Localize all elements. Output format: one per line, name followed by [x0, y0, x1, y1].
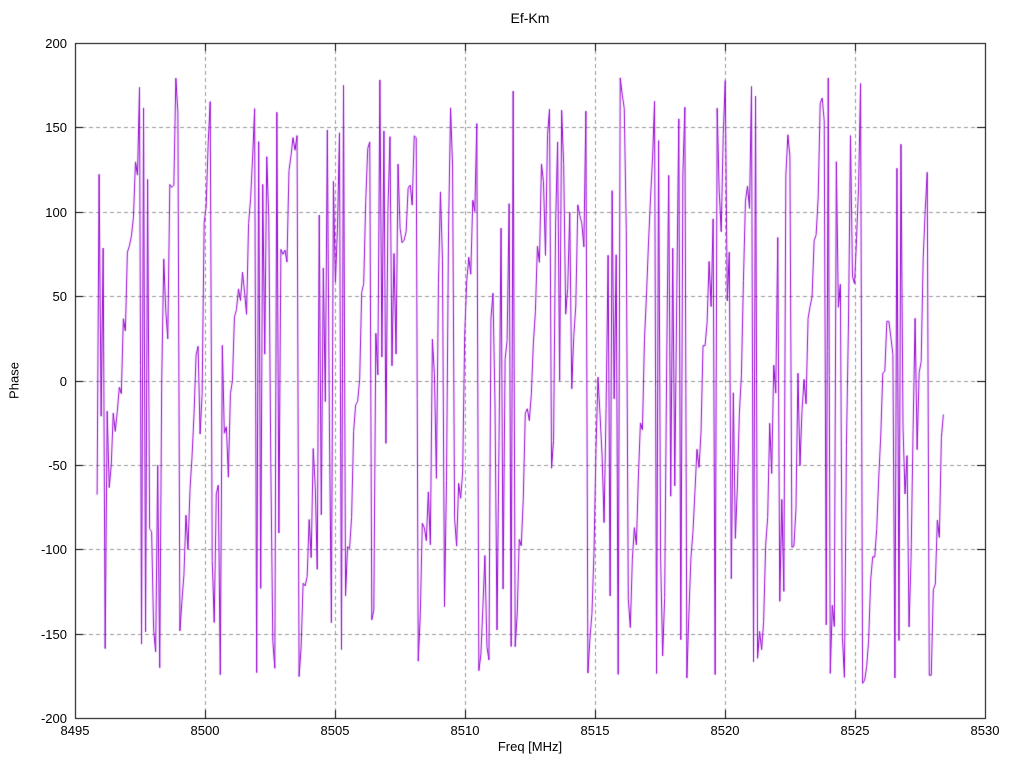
x-tick-label: 8505: [320, 723, 350, 738]
y-tick-label: -50: [48, 457, 67, 473]
x-tick-label: 8500: [190, 723, 220, 738]
x-tick-label: 8510: [450, 723, 480, 738]
chart-title: Ef-Km: [510, 10, 550, 26]
y-tick-label: -200: [40, 711, 67, 726]
x-tick-label: 8525: [840, 723, 870, 738]
y-tick-label: 200: [45, 36, 67, 51]
y-tick-label: 150: [45, 120, 67, 136]
y-tick-label: 100: [45, 204, 67, 220]
y-tick-label: -150: [40, 626, 67, 642]
x-tick-label: 8530: [970, 723, 1000, 738]
x-tick-label: 8515: [580, 723, 610, 738]
x-tick-label: 8520: [710, 723, 740, 738]
y-tick-label: 50: [52, 289, 67, 305]
y-tick-label: -100: [40, 542, 67, 558]
y-tick-label: 0: [59, 373, 67, 389]
x-axis-label: Freq [MHz]: [497, 739, 563, 754]
x-tick-label: 8495: [60, 723, 90, 738]
